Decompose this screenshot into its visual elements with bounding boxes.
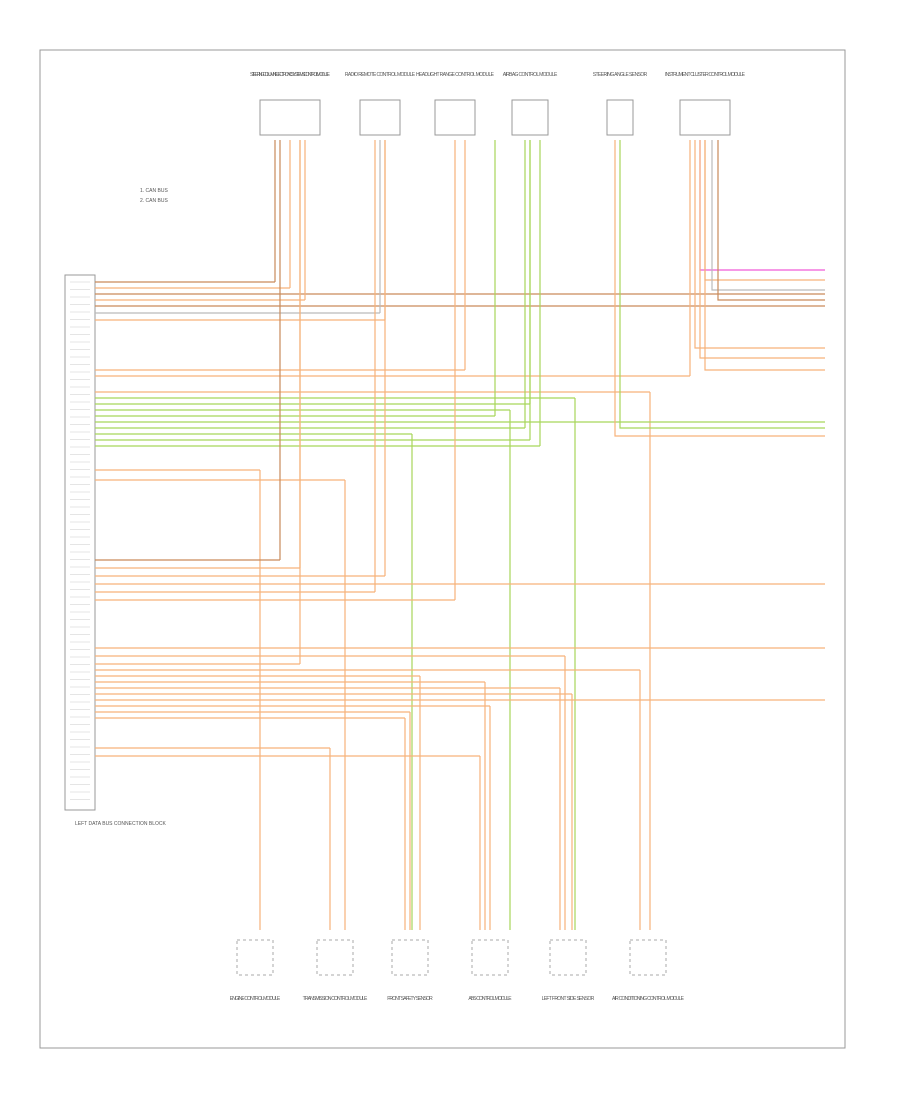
wire	[699, 140, 825, 359]
module-label: ENGINE CONTROL MODULE	[230, 996, 281, 1002]
module-label: RADIO REMOTE CONTROL MODULE	[345, 72, 416, 78]
wire	[711, 140, 825, 291]
legend-item: 2. CAN BUS	[140, 198, 168, 204]
module-label: INSTRUMENT CLUSTER CONTROL MODULE	[665, 72, 746, 78]
module-box	[391, 939, 429, 976]
wire	[717, 140, 825, 301]
module-box	[606, 99, 634, 136]
module-box	[629, 939, 667, 976]
module-box	[434, 99, 476, 136]
wire	[699, 140, 825, 271]
wire	[704, 140, 825, 281]
module-label: FRONT SAFETY SENSOR	[387, 996, 433, 1002]
module-box	[511, 99, 549, 136]
module-label: TRANSMISSION CONTROL MODULE	[303, 996, 368, 1002]
module-box	[259, 99, 321, 136]
module-label: AIRBAG CONTROL MODULE	[503, 72, 558, 78]
module-label: HEADLIGHT RANGE CONTROL MODULE	[416, 72, 495, 78]
module-box	[549, 939, 587, 976]
module-label: LEFT FRONT SIDE SENSOR	[542, 996, 595, 1002]
wire	[619, 140, 825, 429]
module-box	[471, 939, 509, 976]
legend-item: 1. CAN BUS	[140, 188, 168, 194]
connector-block	[64, 274, 96, 811]
module-box	[236, 939, 274, 976]
module-label: AIR CONDITIONING CONTROL MODULE	[612, 996, 685, 1002]
module-box	[359, 99, 401, 136]
wire	[694, 140, 825, 349]
wire	[614, 140, 825, 437]
module-box	[679, 99, 731, 136]
module-label: STEERING ANGLE SENSOR	[593, 72, 648, 78]
module-label: ABS CONTROL MODULE	[468, 996, 512, 1002]
module-box	[316, 939, 354, 976]
wire	[704, 140, 825, 371]
border	[39, 49, 846, 1049]
module-label: STEERING COLUMN ELECTRONIC SYSTEMS CONTR…	[250, 72, 331, 78]
connector-label: LEFT DATA BUS CONNECTION BLOCK	[75, 821, 167, 827]
